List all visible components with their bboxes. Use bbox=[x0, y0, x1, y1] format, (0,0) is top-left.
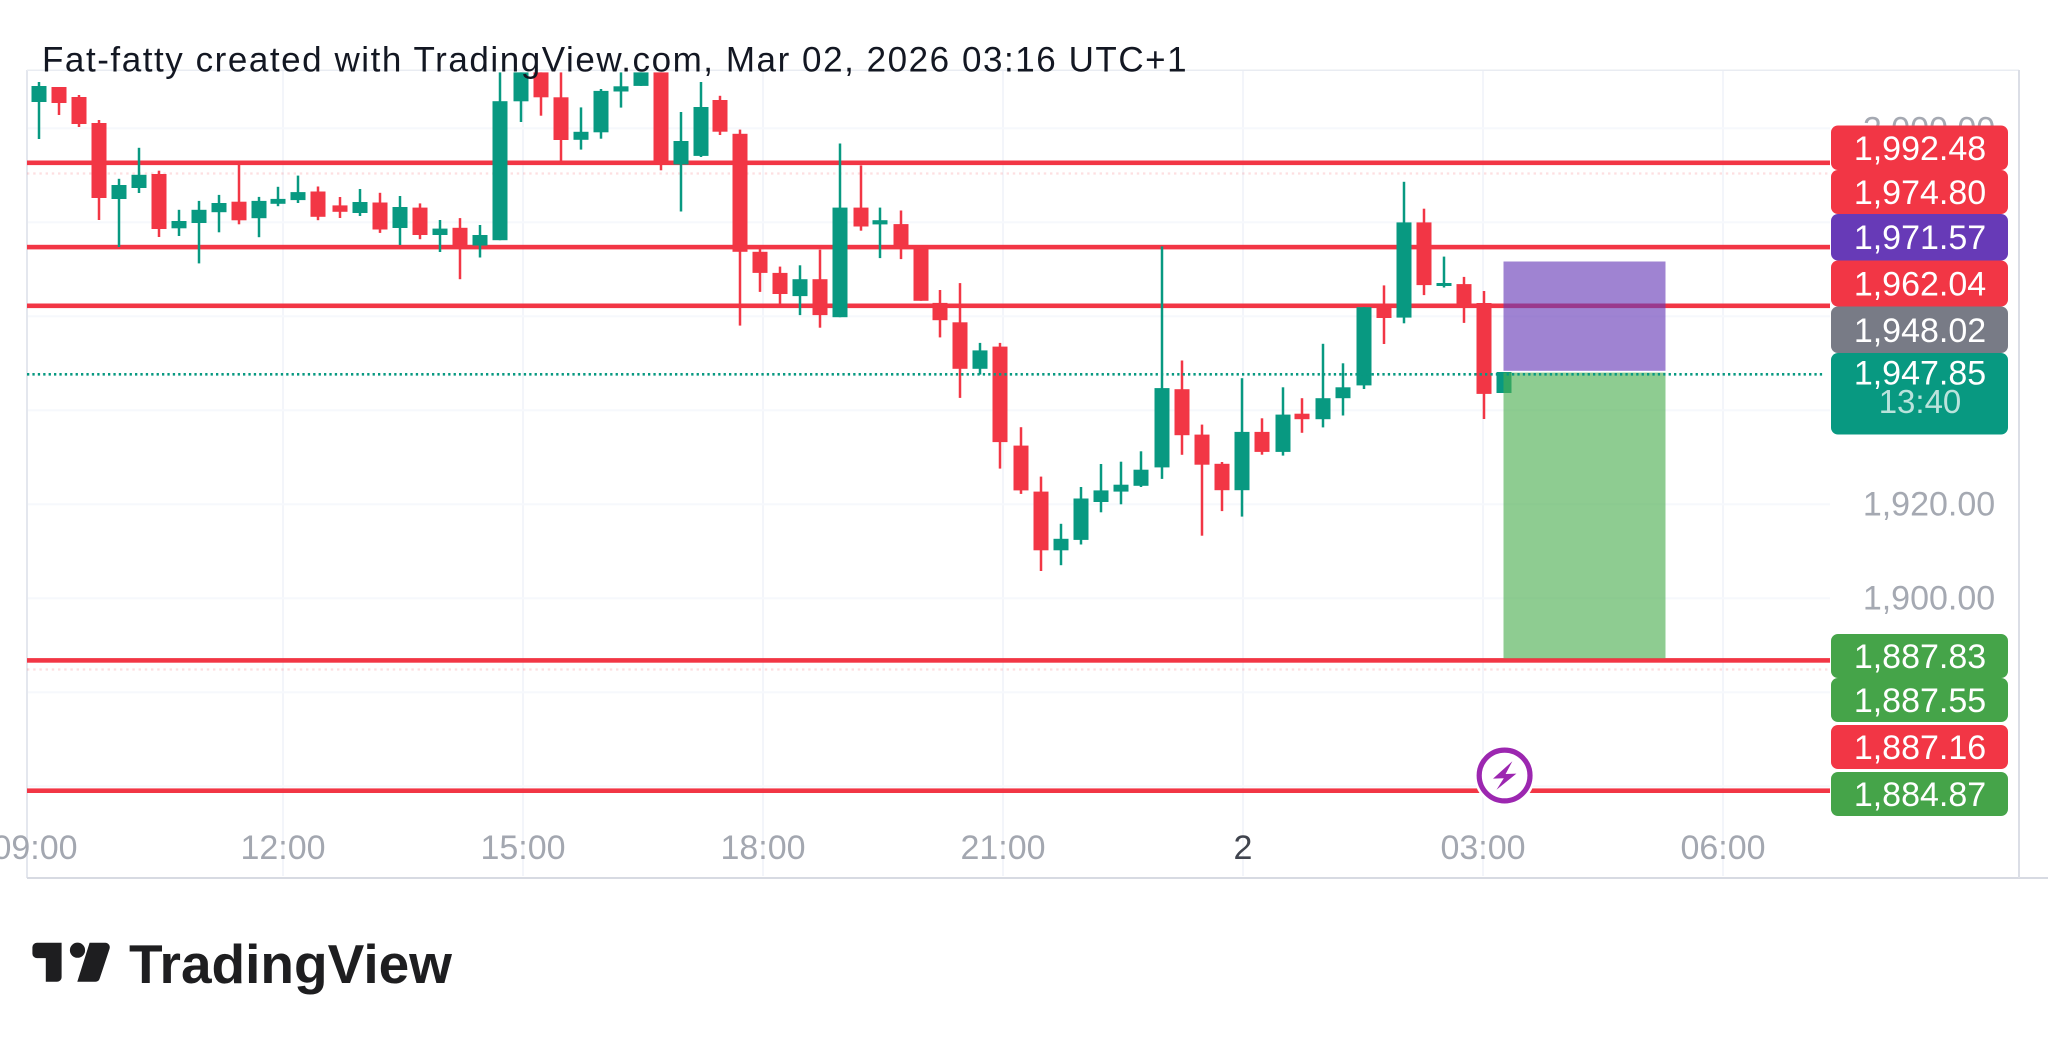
svg-text:1,887.83: 1,887.83 bbox=[1854, 638, 1986, 676]
svg-text:15:00: 15:00 bbox=[480, 829, 565, 867]
svg-text:1,992.48: 1,992.48 bbox=[1854, 130, 1986, 168]
svg-text:1,974.80: 1,974.80 bbox=[1854, 174, 1986, 212]
svg-text:13:40: 13:40 bbox=[1879, 383, 1962, 420]
svg-text:1,971.57: 1,971.57 bbox=[1854, 219, 1986, 257]
svg-text:1,920.00: 1,920.00 bbox=[1863, 485, 1995, 523]
svg-text:1,884.87: 1,884.87 bbox=[1854, 776, 1986, 814]
svg-text:03:00: 03:00 bbox=[1440, 829, 1525, 867]
svg-text:2: 2 bbox=[1234, 829, 1253, 867]
svg-text:09:00: 09:00 bbox=[0, 829, 78, 867]
svg-text:12:00: 12:00 bbox=[240, 829, 325, 867]
svg-text:TradingView: TradingView bbox=[129, 933, 452, 995]
svg-text:18:00: 18:00 bbox=[720, 829, 805, 867]
svg-text:Fat-fatty created with Trading: Fat-fatty created with TradingView.com, … bbox=[42, 41, 1188, 80]
svg-text:06:00: 06:00 bbox=[1680, 829, 1765, 867]
svg-text:1,947.85: 1,947.85 bbox=[1854, 355, 1986, 393]
svg-text:1,962.04: 1,962.04 bbox=[1854, 266, 1986, 304]
svg-text:1,900.00: 1,900.00 bbox=[1863, 579, 1995, 617]
svg-text:1,887.16: 1,887.16 bbox=[1854, 729, 1986, 767]
svg-text:1,887.55: 1,887.55 bbox=[1854, 682, 1986, 720]
svg-text:21:00: 21:00 bbox=[960, 829, 1045, 867]
svg-text:1,948.02: 1,948.02 bbox=[1854, 312, 1986, 350]
